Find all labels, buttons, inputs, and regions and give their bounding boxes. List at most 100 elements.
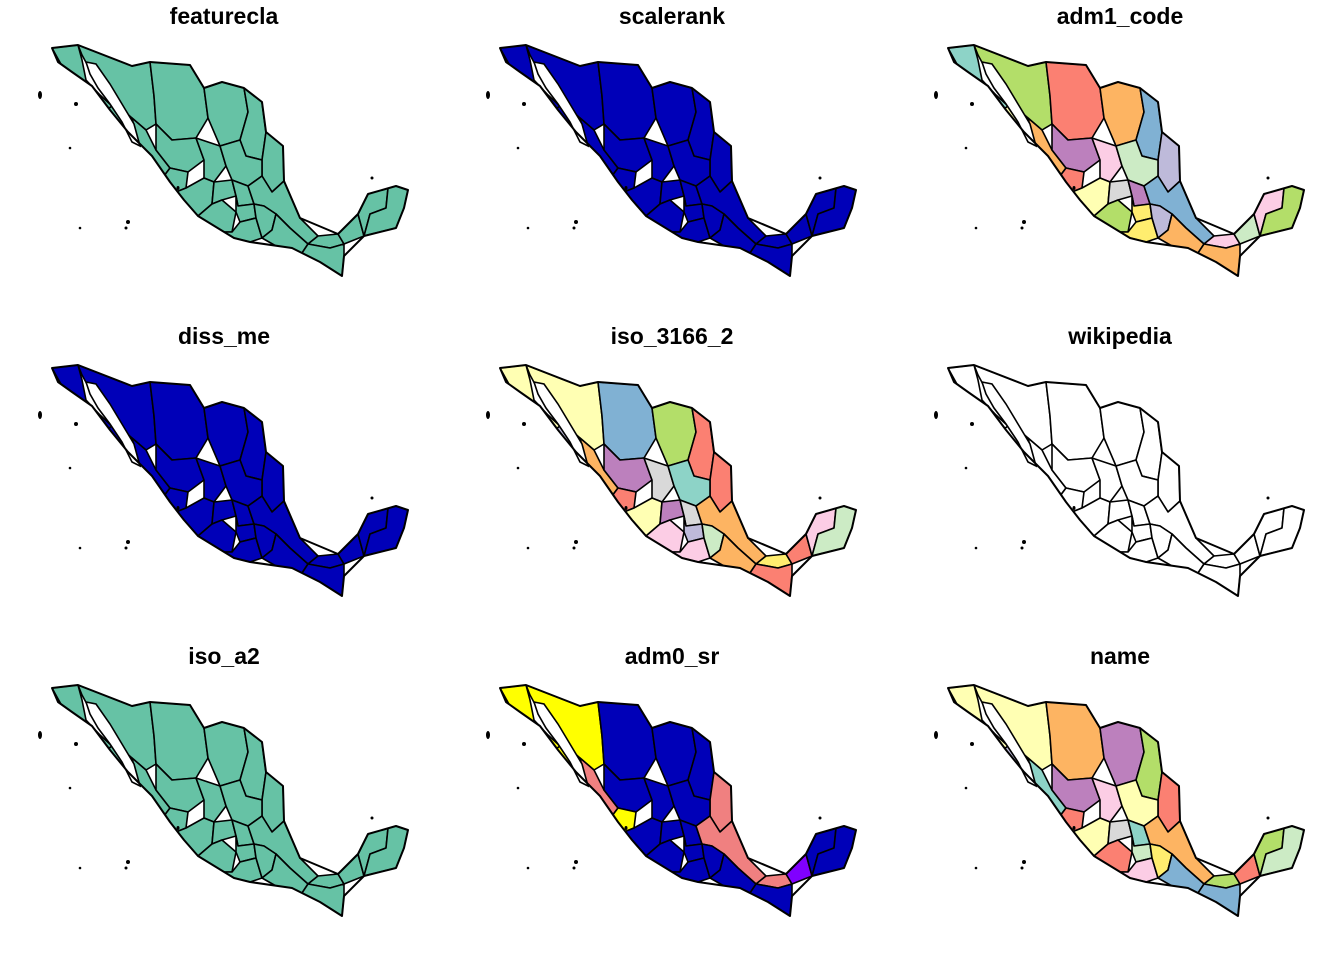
- island-marker: [124, 866, 128, 870]
- panel-title: wikipedia: [1068, 323, 1172, 349]
- country-outline: [947, 44, 1305, 277]
- gulf-of-california: [532, 380, 590, 468]
- panel-title: featurecla: [169, 3, 279, 29]
- island-marker: [934, 411, 938, 419]
- map-panel-name: name: [896, 640, 1344, 960]
- island-marker: [522, 742, 526, 746]
- state-durango: [1051, 123, 1101, 173]
- map-panel-iso-a2: iso_a2: [0, 640, 448, 960]
- island-marker: [970, 742, 974, 746]
- map-panel-diss-me: diss_me: [0, 320, 448, 640]
- island-marker: [1022, 220, 1026, 224]
- state-durango: [603, 123, 653, 173]
- map-panel-featurecla: featurecla: [0, 0, 448, 320]
- state-tamaulipas: [1157, 741, 1181, 833]
- mexico-states-map: [38, 44, 409, 277]
- island-marker: [68, 466, 72, 470]
- state-guanajuato: [659, 179, 685, 205]
- island-marker: [970, 102, 974, 106]
- state-guanajuato: [659, 499, 685, 525]
- island-marker: [124, 226, 128, 230]
- island-marker: [1072, 826, 1076, 830]
- island-marker: [974, 866, 978, 870]
- island-marker: [1266, 816, 1270, 820]
- island-marker: [964, 146, 968, 150]
- map-panel-scalerank: scalerank: [448, 0, 896, 320]
- island-marker: [74, 742, 78, 746]
- island-marker: [964, 466, 968, 470]
- country-outline: [51, 44, 409, 277]
- state-chiapas: [299, 243, 345, 276]
- state-durango: [155, 443, 205, 493]
- island-marker: [522, 102, 526, 106]
- island-marker: [78, 866, 82, 870]
- island-marker: [38, 91, 42, 99]
- island-marker: [572, 866, 576, 870]
- island-marker: [970, 422, 974, 426]
- island-marker: [974, 546, 978, 550]
- island-marker: [526, 226, 530, 230]
- state-tamaulipas: [261, 741, 285, 833]
- island-marker: [818, 176, 822, 180]
- panel-title: name: [1089, 643, 1151, 669]
- island-marker: [1072, 506, 1076, 510]
- panel-title: iso_a2: [188, 643, 260, 669]
- state-tamaulipas: [261, 101, 285, 193]
- island-marker: [74, 422, 78, 426]
- state-durango: [1051, 763, 1101, 813]
- state-guanajuato: [211, 819, 237, 845]
- island-marker: [818, 496, 822, 500]
- island-marker: [1020, 866, 1024, 870]
- gulf-of-california: [980, 700, 1038, 788]
- gulf-of-california: [532, 700, 590, 788]
- state-tamaulipas: [1157, 101, 1181, 193]
- state-tamaulipas: [709, 101, 733, 193]
- island-marker: [74, 102, 78, 106]
- island-marker: [572, 546, 576, 550]
- island-marker: [38, 731, 42, 739]
- island-marker: [78, 226, 82, 230]
- panel-title: iso_3166_2: [610, 323, 734, 349]
- gulf-of-california: [980, 60, 1038, 148]
- island-marker: [486, 411, 490, 419]
- island-marker: [624, 186, 628, 190]
- island-marker: [624, 826, 628, 830]
- island-marker: [370, 496, 374, 500]
- state-durango: [603, 443, 653, 493]
- mexico-states-map: [38, 684, 409, 917]
- island-marker: [370, 816, 374, 820]
- island-marker: [526, 866, 530, 870]
- state-tamaulipas: [261, 421, 285, 513]
- island-marker: [1020, 546, 1024, 550]
- mexico-states-map: [486, 684, 857, 917]
- island-marker: [38, 411, 42, 419]
- mexico-states-map: [934, 684, 1305, 917]
- country-outline: [947, 364, 1305, 597]
- panel-title: adm0_sr: [624, 643, 720, 669]
- island-marker: [1022, 540, 1026, 544]
- island-marker: [964, 786, 968, 790]
- state-chiapas: [299, 563, 345, 596]
- mexico-states-map: [486, 364, 857, 597]
- island-marker: [176, 826, 180, 830]
- mexico-states-map: [486, 44, 857, 277]
- island-marker: [1072, 186, 1076, 190]
- island-marker: [516, 466, 520, 470]
- state-guanajuato: [1107, 499, 1133, 525]
- island-marker: [516, 146, 520, 150]
- country-outline: [51, 364, 409, 597]
- island-marker: [818, 816, 822, 820]
- gulf-of-california: [84, 60, 142, 148]
- state-chiapas: [1195, 243, 1241, 276]
- island-marker: [370, 176, 374, 180]
- island-marker: [78, 546, 82, 550]
- mexico-states-map: [934, 44, 1305, 277]
- country-outline: [499, 364, 857, 597]
- island-marker: [124, 546, 128, 550]
- island-marker: [516, 786, 520, 790]
- island-marker: [572, 226, 576, 230]
- state-guanajuato: [1107, 179, 1133, 205]
- state-durango: [603, 763, 653, 813]
- state-guanajuato: [659, 819, 685, 845]
- country-outline: [499, 684, 857, 917]
